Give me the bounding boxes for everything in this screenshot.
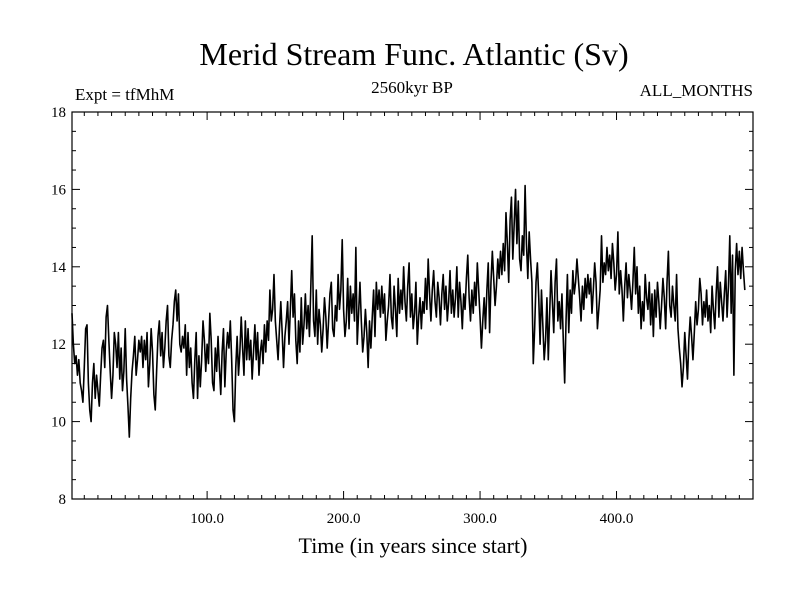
plot-frame [71, 111, 754, 500]
y-tick-label: 16 [51, 182, 67, 198]
x-axis: 100.0 200.0 300.0 400.0 [83, 112, 740, 527]
y-axis: 8 10 12 14 16 18 [51, 105, 753, 508]
y-tick-label: 12 [51, 337, 66, 353]
x-tick-label: 300.0 [463, 511, 497, 527]
y-tick-label: 10 [51, 415, 66, 431]
x-tick-label: 400.0 [600, 511, 634, 527]
series-group [71, 184, 746, 438]
series-line [71, 184, 746, 438]
y-tick-label: 8 [59, 492, 67, 508]
months-label: ALL_MONTHS [640, 81, 753, 100]
x-tick-label: 200.0 [327, 511, 361, 527]
y-tick-label: 14 [51, 260, 67, 276]
y-tick-label: 18 [51, 105, 66, 121]
experiment-label: Expt = tfMhM [75, 85, 174, 104]
x-tick-label: 100.0 [190, 511, 224, 527]
chart-title: Merid Stream Func. Atlantic (Sv) [199, 36, 628, 72]
x-axis-label: Time (in years since start) [299, 533, 528, 558]
chart-subtitle: 2560kyr BP [371, 78, 453, 97]
